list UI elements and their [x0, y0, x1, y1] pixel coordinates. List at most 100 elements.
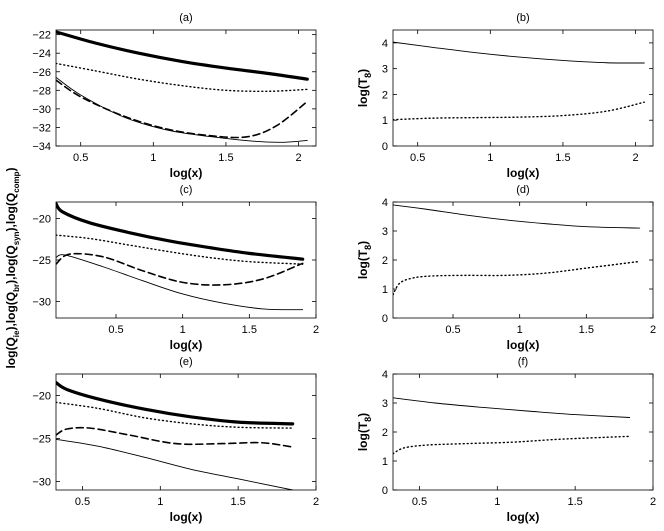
y-axis-label: log(T8)	[356, 69, 373, 107]
series-line-solid	[393, 397, 631, 418]
x-axis-label: log(x)	[170, 338, 203, 352]
series-line-dashed	[56, 252, 304, 286]
y-tick-label: −30	[32, 476, 51, 488]
y-tick-label: 1	[382, 456, 388, 468]
y-tick-label: −25	[32, 255, 51, 267]
y-tick-label: 0	[382, 141, 388, 153]
x-tick-label: 0.5	[73, 152, 88, 164]
x-axis-label: log(x)	[507, 510, 540, 524]
series-line-dashed	[56, 79, 309, 139]
series-group	[56, 380, 295, 490]
series-line-dotted	[393, 435, 631, 455]
panel-b: (b) 0.5 1 1.5 2 0 1 2 3 4 log(x) log(T8)	[356, 12, 654, 180]
panel-title: (a)	[179, 12, 192, 24]
series-line-dotted	[56, 62, 308, 92]
panel-d: (d) 0.5 1 1.5 2 0 1 2 3 4 log(x) log(T8)	[356, 184, 656, 352]
x-axis-label: log(x)	[507, 338, 540, 352]
x-tick-label: 1.5	[218, 152, 233, 164]
y-tick-label: −28	[32, 85, 51, 97]
x-tick-label: 1.5	[242, 324, 257, 336]
x-axis-label: log(x)	[170, 510, 203, 524]
y-axis-label: log(T8)	[356, 241, 373, 279]
y-tick-label: −25	[32, 433, 51, 445]
panel-title: (e)	[179, 356, 192, 368]
y-tick-label: 3	[382, 398, 388, 410]
series-line-dotted	[56, 401, 294, 429]
panel-title: (c)	[180, 184, 193, 196]
x-axis-label: log(x)	[170, 166, 203, 180]
panel-e: (e) 0.5 1 1.5 2 −30 −25 −20 log(x)	[32, 356, 319, 524]
series-line-solid	[393, 204, 641, 229]
series-line-thick	[56, 380, 295, 426]
x-tick-label: 1	[180, 324, 186, 336]
series-group	[56, 30, 309, 143]
panel-title: (f)	[518, 356, 528, 368]
y-tick-label: 4	[382, 38, 388, 50]
x-tick-label: 0.5	[412, 496, 427, 508]
y-tick-label: 2	[382, 427, 388, 439]
x-tick-label: 1.5	[568, 496, 583, 508]
series-line-thin	[56, 254, 304, 311]
y-tick-label: 0	[382, 485, 388, 497]
series-line-dashed	[56, 426, 294, 448]
series-group	[393, 41, 645, 121]
y-tick-label: 4	[382, 369, 388, 381]
series-group	[393, 397, 631, 455]
x-tick-label: 0.5	[410, 152, 425, 164]
x-tick-label: 1	[157, 496, 163, 508]
series-group	[393, 204, 641, 296]
series-line-thin	[56, 438, 294, 490]
x-tick-label: 2	[313, 324, 319, 336]
x-tick-label: 0.5	[108, 324, 123, 336]
x-axis-label: log(x)	[507, 166, 540, 180]
y-tick-label: −30	[32, 296, 51, 308]
y-tick-label: 2	[382, 255, 388, 267]
y-tick-label: 3	[382, 226, 388, 238]
x-tick-label: 1	[487, 152, 493, 164]
plot-frame	[392, 373, 654, 491]
y-tick-label: 2	[382, 89, 388, 101]
series-line-thick	[56, 30, 309, 81]
plot-frame	[392, 201, 654, 319]
y-tick-label: 1	[382, 115, 388, 127]
y-tick-label: −32	[32, 122, 51, 134]
y-tick-label: −34	[32, 141, 51, 153]
x-tick-label: 2	[650, 324, 656, 336]
x-tick-label: 1	[517, 324, 523, 336]
plot-frame	[55, 201, 317, 319]
y-tick-label: 3	[382, 64, 388, 76]
x-tick-label: 1.5	[579, 324, 594, 336]
panel-title: (d)	[516, 184, 529, 196]
series-line-dotted	[56, 234, 304, 265]
y-tick-label: −22	[32, 30, 51, 42]
series-line-dotted	[393, 101, 645, 121]
x-tick-label: 2	[296, 152, 302, 164]
series-line-solid	[393, 41, 645, 64]
x-tick-label: 2	[633, 152, 639, 164]
y-tick-label: −20	[32, 390, 51, 402]
panel-title: (b)	[516, 12, 529, 24]
x-tick-label: 1	[150, 152, 156, 164]
x-tick-label: 0.5	[445, 324, 460, 336]
series-group	[56, 202, 305, 311]
y-tick-label: −20	[32, 214, 51, 226]
series-line-thin	[56, 76, 308, 143]
panel-a: (a) 0.5 1 1.5 2 −34 −32 −30 −28 −26 −24 −22 log(x)	[32, 12, 317, 180]
x-tick-label: 1.5	[231, 496, 246, 508]
panel-f: (f) 0.5 1 1.5 2 0 1 2 3 4 log(x) log(T8)	[356, 356, 656, 524]
x-tick-label: 2	[313, 496, 319, 508]
y-axis-label: log(T8)	[356, 413, 373, 451]
x-tick-label: 0.5	[75, 496, 90, 508]
series-line-dotted	[393, 260, 641, 296]
plot-frame	[55, 373, 317, 491]
series-line-thick	[56, 202, 305, 261]
y-tick-label: −30	[32, 104, 51, 116]
y-tick-label: 1	[382, 284, 388, 296]
plot-frame	[55, 29, 317, 147]
x-tick-label: 1.5	[555, 152, 570, 164]
y-tick-label: 0	[382, 313, 388, 325]
y-tick-label: 4	[382, 197, 388, 209]
y-tick-label: −26	[32, 67, 51, 79]
x-tick-label: 1	[494, 496, 500, 508]
